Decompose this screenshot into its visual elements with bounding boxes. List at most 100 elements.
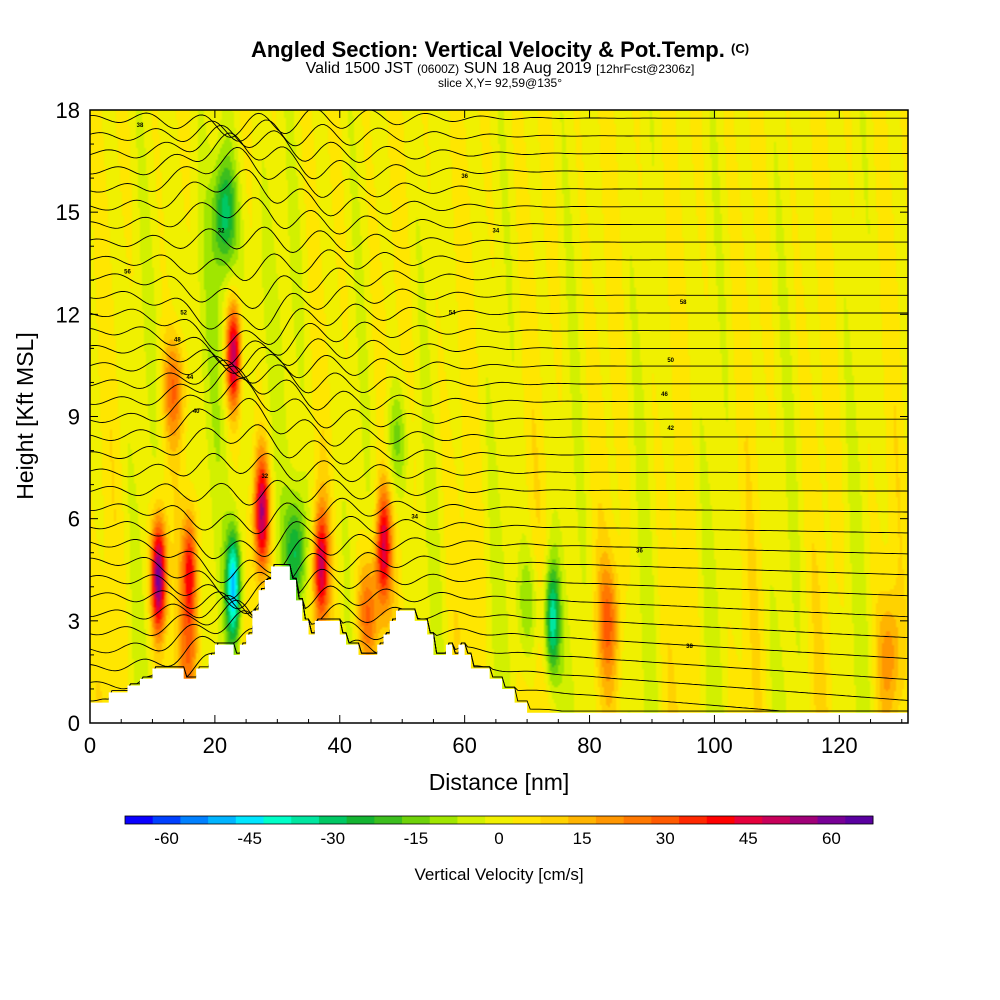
theta-contour-label: 32: [261, 474, 268, 480]
theta-contour: [90, 110, 908, 138]
theta-contour-label: 52: [180, 310, 187, 316]
chart-title-mark: (C): [731, 41, 750, 56]
colorbar-swatch: [485, 816, 514, 824]
theta-contour: [90, 303, 908, 352]
colorbar: -60 -45 -30 -15 0 15 30 45 60: [124, 815, 874, 848]
colorbar-swatch: [734, 816, 763, 824]
theta-contour: [90, 321, 908, 367]
colorbar-tick-label: -45: [237, 829, 262, 848]
theta-contour: [90, 497, 908, 535]
colorbar-tick-label: 15: [573, 829, 592, 848]
theta-contour-label: 58: [680, 300, 687, 306]
colorbar-swatch: [789, 816, 819, 824]
theta-contour: [90, 353, 908, 379]
theta-contour: [90, 197, 908, 235]
colorbar-swatch: [208, 816, 237, 824]
colorbar-tick-label: -30: [321, 829, 346, 848]
colorbar-swatch: [152, 816, 181, 824]
colorbar-swatch: [457, 816, 486, 824]
colorbar-swatch: [762, 816, 791, 824]
theta-contour: [90, 564, 908, 680]
colorbar-swatch: [595, 816, 625, 824]
y-tick-label: 18: [56, 98, 80, 123]
theta-contour: [90, 226, 908, 253]
theta-contour: [90, 424, 908, 465]
pot-temp-contours: 32 34 36 38 40 42 44 46 48 50 52 54 56 58 32 34 36 38: [90, 110, 908, 712]
y-tick-label: 6: [68, 507, 80, 532]
theta-contour-label: 40: [193, 409, 200, 415]
chart-title: Angled Section: Vertical Velocity & Pot.…: [0, 36, 1000, 63]
chart-title-main: Angled Section: Vertical Velocity & Pot.…: [250, 37, 725, 62]
theta-contour: [90, 515, 908, 560]
colorbar-label: Vertical Velocity [cm/s]: [414, 865, 583, 884]
colorbar-tick-label: 45: [739, 829, 758, 848]
theta-contour-label: 38: [686, 644, 693, 650]
x-tick-label: 40: [328, 733, 352, 758]
colorbar-swatch: [180, 816, 209, 824]
colorbar-tick-label: 60: [822, 829, 841, 848]
colorbar-tick-label: 30: [656, 829, 675, 848]
valid-time: Valid 1500 JST: [305, 60, 413, 77]
colorbar-tick-label: -60: [154, 829, 179, 848]
y-tick-label: 3: [68, 609, 80, 634]
theta-contour: [90, 533, 908, 584]
theta-contour-label: 54: [449, 310, 456, 316]
theta-contour: [90, 564, 908, 618]
x-tick-label: 0: [84, 733, 96, 758]
theta-contour: [90, 452, 908, 483]
theta-contour-label: 56: [124, 270, 131, 276]
colorbar-swatch: [291, 816, 320, 824]
colorbar-swatch: [235, 816, 265, 824]
theta-contour-label: 50: [667, 358, 674, 364]
theta-contour: [90, 132, 908, 181]
vertical-velocity-field: [90, 110, 908, 723]
theta-contour: [90, 377, 908, 429]
valid-time-utc: (0600Z): [417, 62, 460, 76]
colorbar-swatch: [263, 816, 292, 824]
colorbar-swatch: [125, 816, 154, 824]
colorbar-swatch: [845, 816, 874, 824]
theta-contour: [90, 359, 908, 394]
theta-contour-label: 44: [187, 375, 194, 381]
colorbar-tick-label: 0: [494, 829, 503, 848]
theta-contour: [90, 267, 908, 309]
theta-contour: [90, 397, 908, 447]
forecast-info: [12hrFcst@2306z]: [596, 62, 695, 76]
colorbar-swatch: [402, 816, 431, 824]
colorbar-swatch: [540, 816, 569, 824]
y-tick-label: 12: [56, 302, 80, 327]
slice-info: slice X,Y= 92,59@135°: [437, 76, 563, 90]
theta-contour: [90, 552, 908, 600]
theta-contour: [90, 564, 908, 610]
theta-contour-label: 34: [411, 515, 418, 521]
colorbar-swatch: [318, 816, 348, 824]
theta-contour: [90, 249, 908, 282]
y-axis-label: Height [Kft MSL]: [12, 332, 38, 499]
colorbar-swatch: [512, 816, 542, 824]
theta-contour: [90, 285, 908, 331]
theta-contour: [90, 338, 908, 374]
colorbar-swatch: [817, 816, 846, 824]
theta-contour: [90, 124, 908, 163]
y-tick-label: 9: [68, 405, 80, 430]
colorbar-swatch: [706, 816, 735, 824]
x-tick-label: 120: [821, 733, 858, 758]
colorbar-swatch: [346, 816, 375, 824]
x-axis-label: Distance [nm]: [429, 769, 570, 795]
colorbar-swatch: [651, 816, 680, 824]
y-tick-label: 15: [56, 200, 80, 225]
colorbar-tick-label: -15: [404, 829, 429, 848]
theta-contour: [90, 479, 908, 506]
theta-contour: [90, 564, 908, 701]
colorbar-swatch: [429, 816, 458, 824]
chart-subtitle: Valid 1500 JST (0600Z) SUN 18 Aug 2019 […: [0, 59, 1000, 79]
x-tick-label: 20: [203, 733, 227, 758]
theta-contour: [90, 564, 908, 660]
theta-contour-label: 46: [661, 392, 668, 398]
theta-contour-label: 34: [493, 229, 500, 235]
theta-contour-label: 32: [218, 229, 225, 235]
x-tick-label: 100: [696, 733, 733, 758]
theta-contour: [90, 119, 908, 147]
